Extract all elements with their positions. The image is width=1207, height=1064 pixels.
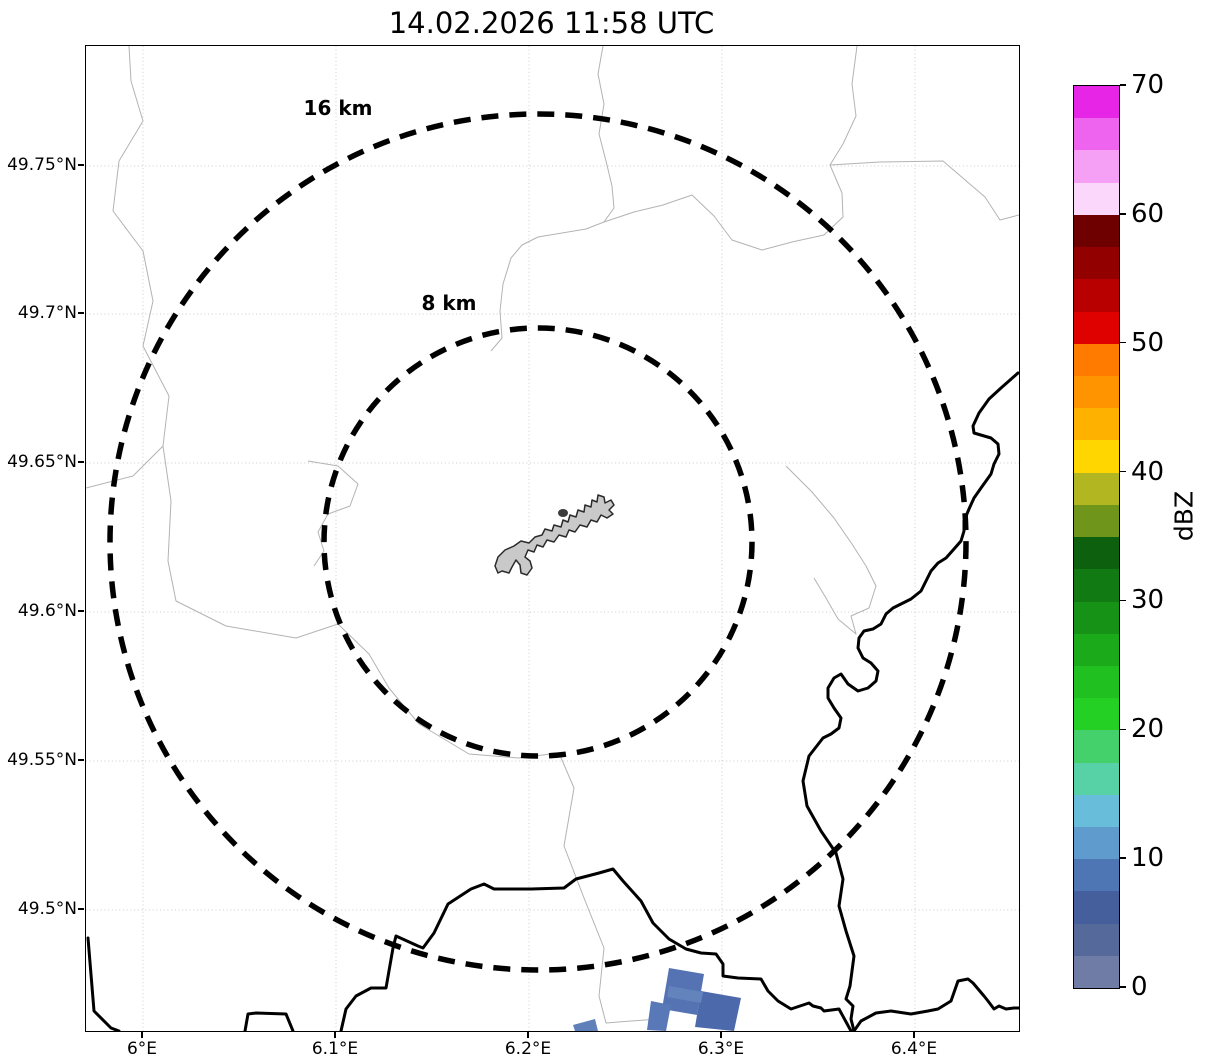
admin-border-line [86, 46, 170, 489]
admin-border-line [307, 460, 359, 567]
map-svg [86, 46, 1019, 1031]
colorbar-segment [1074, 408, 1119, 441]
colorbar-segment [1074, 375, 1119, 409]
x-tick-label: 6.4°E [890, 1039, 938, 1059]
y-tick-mark [78, 610, 84, 612]
radar-echo-cell [647, 1001, 671, 1031]
colorbar-segment [1074, 827, 1119, 860]
country-border-line [339, 867, 853, 1031]
admin-border-line [603, 46, 858, 251]
colorbar-segment [1074, 150, 1119, 183]
colorbar-tick-mark [1120, 84, 1126, 86]
colorbar-tick-mark [1120, 728, 1126, 730]
colorbar-tick-mark [1120, 986, 1126, 988]
colorbar-segment [1074, 214, 1119, 248]
plot-title: 14.02.2026 11:58 UTC [388, 6, 715, 40]
colorbar-segment [1074, 665, 1119, 699]
colorbar-tick-mark [1120, 342, 1126, 344]
x-tick-mark [334, 1031, 336, 1038]
colorbar-segment [1074, 279, 1119, 312]
y-tick-mark [78, 461, 84, 463]
colorbar-segment [1074, 343, 1119, 376]
colorbar-segment [1074, 86, 1119, 119]
range-ring-circle [321, 325, 755, 759]
range-ring-label-8km: 8 km [421, 291, 477, 315]
country-border-line [86, 936, 121, 1031]
colorbar-segment [1074, 923, 1119, 956]
colorbar-segment [1074, 569, 1119, 602]
y-tick-label: 49.65°N [7, 452, 77, 472]
y-tick-label: 49.75°N [7, 155, 77, 175]
colorbar-tick-mark [1120, 470, 1126, 473]
x-tick-label: 6.1°E [311, 1039, 359, 1059]
colorbar-segment [1074, 472, 1119, 505]
colorbar-segment [1074, 891, 1119, 924]
x-tick-mark [141, 1031, 143, 1038]
y-tick-label: 49.55°N [7, 750, 77, 770]
colorbar-segment [1074, 118, 1119, 151]
radar-site-marker [558, 509, 568, 517]
colorbar-segment [1074, 762, 1119, 795]
x-tick-mark [913, 1031, 915, 1038]
country-border-line [243, 1011, 295, 1031]
plot-area: 16 km 8 km [85, 45, 1020, 1032]
radar-echo-cell [573, 1019, 598, 1031]
colorbar-segment [1074, 859, 1119, 892]
colorbar-segment [1074, 504, 1119, 538]
colorbar-tick-label: 50 [1131, 327, 1165, 358]
x-tick-mark [527, 1031, 529, 1038]
colorbar-segment [1074, 537, 1119, 570]
radar-echo-cell [667, 986, 703, 1003]
colorbar-tick-label: 40 [1131, 456, 1165, 487]
colorbar-segment [1074, 440, 1119, 473]
colorbar-segment [1074, 794, 1119, 828]
x-tick-label: 6.2°E [504, 1039, 552, 1059]
colorbar-tick-label: 20 [1131, 714, 1165, 745]
y-tick-label: 49.7°N [17, 303, 77, 323]
colorbar-axis-label: dBZ [1169, 490, 1199, 542]
colorbar-segment [1074, 955, 1119, 989]
y-tick-label: 49.5°N [17, 899, 77, 919]
x-tick-label: 6°E [126, 1039, 158, 1059]
admin-border-line [162, 445, 659, 1024]
colorbar-segment [1074, 247, 1119, 280]
colorbar-segment [1074, 730, 1119, 763]
colorbar-tick-mark [1120, 213, 1126, 215]
admin-border-line [490, 46, 615, 352]
x-tick-label: 6.3°E [697, 1039, 745, 1059]
colorbar-tick-label: 30 [1131, 585, 1165, 616]
city-boundary-polygon [494, 494, 615, 576]
y-tick-mark [78, 908, 84, 910]
y-tick-label: 49.6°N [17, 601, 77, 621]
y-tick-mark [78, 759, 84, 761]
country-border-line [801, 371, 1019, 1031]
x-tick-mark [720, 1031, 722, 1038]
colorbar-segment [1074, 182, 1119, 215]
admin-border-line [829, 160, 1019, 221]
admin-border-line [785, 465, 877, 635]
colorbar-tick-mark [1120, 599, 1126, 602]
radar-echo-cell [695, 991, 741, 1031]
colorbar-tick-mark [1120, 857, 1126, 859]
colorbar-tick-label: 10 [1131, 843, 1165, 874]
y-tick-mark [78, 312, 84, 314]
colorbar-tick-label: 0 [1131, 972, 1148, 1002]
country-border-line [852, 977, 1019, 1031]
colorbar-tick-label: 60 [1131, 198, 1165, 229]
range-ring-circle [107, 111, 969, 973]
colorbar-segment [1074, 601, 1119, 634]
colorbar-segment [1074, 633, 1119, 666]
range-ring-label-16km: 16 km [303, 96, 373, 120]
colorbar-segment [1074, 698, 1119, 731]
colorbar-segment [1074, 311, 1119, 344]
colorbar-tick-label: 70 [1131, 70, 1165, 100]
colorbar [1073, 85, 1120, 989]
y-tick-mark [78, 164, 84, 166]
